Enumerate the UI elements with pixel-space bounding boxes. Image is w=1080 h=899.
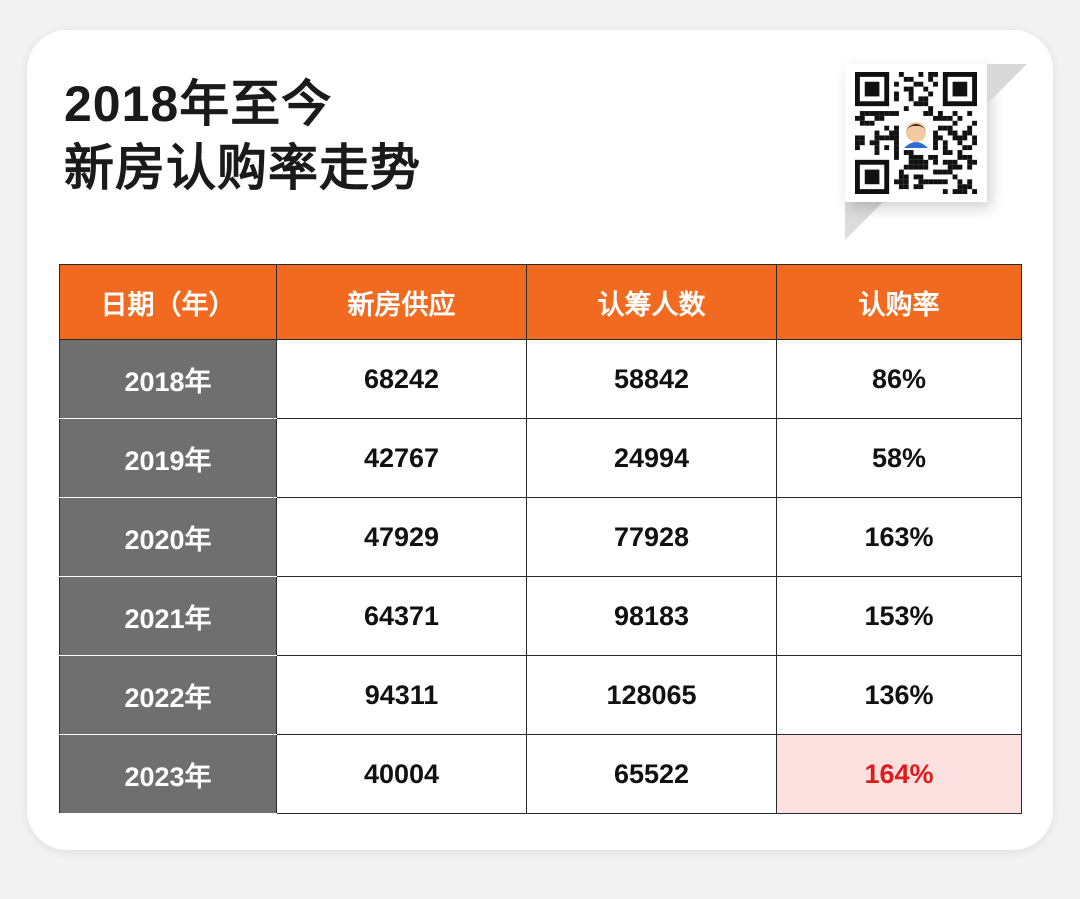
table-cell: 40004 bbox=[276, 734, 527, 814]
avatar-icon bbox=[901, 118, 931, 148]
table-cell: 58% bbox=[776, 418, 1022, 498]
title-line-2: 新房认购率走势 bbox=[64, 140, 421, 196]
table-cell: 94311 bbox=[276, 655, 527, 735]
year-cell: 2020年 bbox=[59, 497, 277, 577]
table-row: 2022年 94311 128065 136% bbox=[59, 655, 1022, 735]
qr-shadow-fold bbox=[845, 202, 883, 240]
table-cell: 24994 bbox=[526, 418, 777, 498]
table-cell: 98183 bbox=[526, 576, 777, 656]
table-cell: 164% bbox=[776, 734, 1022, 814]
table-cell: 65522 bbox=[526, 734, 777, 814]
table-cell: 42767 bbox=[276, 418, 527, 498]
table-cell: 68242 bbox=[276, 339, 527, 419]
table-cell: 64371 bbox=[276, 576, 527, 656]
table-header-row: 日期（年） 新房供应 认筹人数 认购率 bbox=[59, 264, 1022, 340]
year-cell: 2019年 bbox=[59, 418, 277, 498]
header-cell: 新房供应 bbox=[276, 264, 527, 340]
table-row: 2019年 42767 24994 58% bbox=[59, 418, 1022, 498]
table-cell: 58842 bbox=[526, 339, 777, 419]
table-row: 2018年 68242 58842 86% bbox=[59, 339, 1022, 419]
data-table: 日期（年） 新房供应 认筹人数 认购率 2018年 68242 58842 86% 20… bbox=[59, 264, 1022, 814]
title-line-1: 2018年至今 bbox=[64, 76, 333, 132]
table-cell: 136% bbox=[776, 655, 1022, 735]
table-cell: 47929 bbox=[276, 497, 527, 577]
table-cell: 128065 bbox=[526, 655, 777, 735]
qr-code bbox=[845, 64, 987, 202]
year-cell: 2022年 bbox=[59, 655, 277, 735]
header-cell: 认购率 bbox=[776, 264, 1022, 340]
table-cell: 77928 bbox=[526, 497, 777, 577]
table-row: 2021年 64371 98183 153% bbox=[59, 576, 1022, 656]
year-cell: 2018年 bbox=[59, 339, 277, 419]
qr-code-icon bbox=[855, 72, 977, 194]
header-cell: 认筹人数 bbox=[526, 264, 777, 340]
table-cell: 86% bbox=[776, 339, 1022, 419]
table-cell: 153% bbox=[776, 576, 1022, 656]
year-cell: 2021年 bbox=[59, 576, 277, 656]
qr-corner-fold bbox=[987, 64, 1027, 104]
table-cell: 163% bbox=[776, 497, 1022, 577]
table-row: 2023年 40004 65522 164% bbox=[59, 734, 1022, 814]
header-cell: 日期（年） bbox=[59, 264, 277, 340]
page-title: 2018年至今 新房认购率走势 bbox=[64, 72, 421, 200]
table-row: 2020年 47929 77928 163% bbox=[59, 497, 1022, 577]
year-cell: 2023年 bbox=[59, 734, 277, 814]
